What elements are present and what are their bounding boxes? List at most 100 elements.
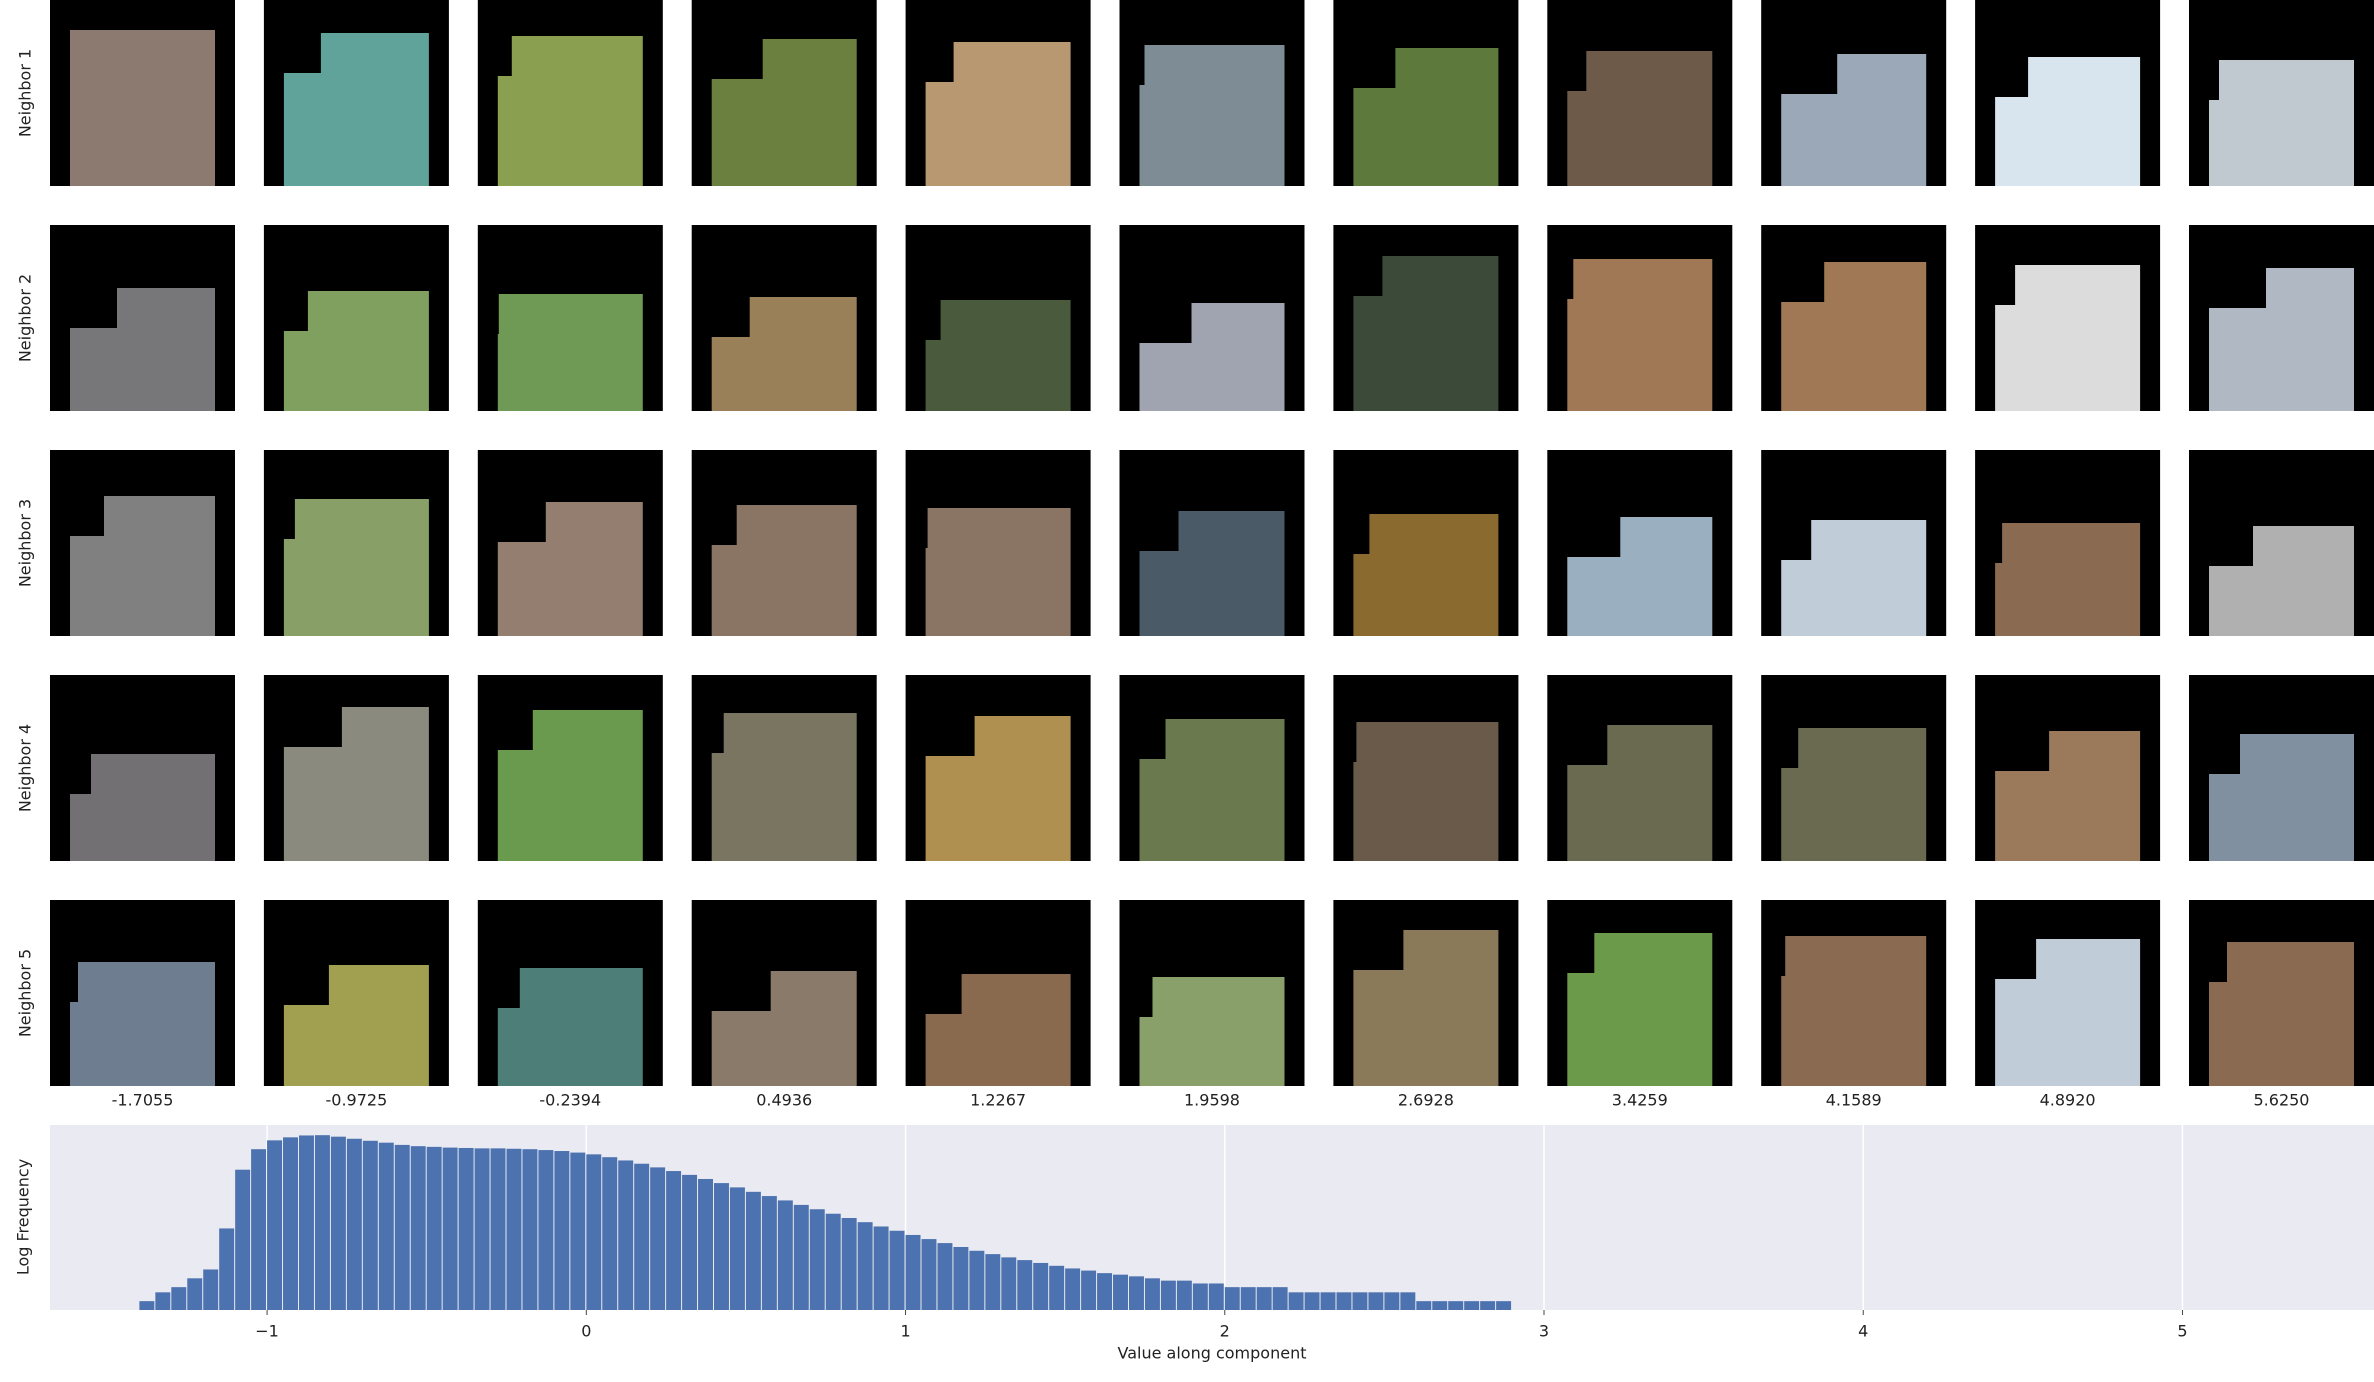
- column-label: 0.4936: [756, 1091, 812, 1110]
- histogram-bar: [1160, 1280, 1176, 1310]
- x-tick-label: −1: [255, 1322, 279, 1341]
- patch-content: [70, 496, 215, 636]
- image-patch: [50, 0, 235, 186]
- image-patch: [1333, 225, 1519, 411]
- histogram-bar: [314, 1135, 330, 1310]
- patch-content: [283, 707, 429, 861]
- image-patch: [905, 0, 1091, 186]
- patch-content: [2209, 60, 2354, 186]
- histogram-bar: [1336, 1292, 1352, 1310]
- image-patch: [1547, 225, 1733, 411]
- image-patch: [905, 450, 1091, 636]
- patch-content: [1139, 511, 1285, 636]
- image-patch: [50, 675, 235, 861]
- image-patch: [263, 0, 449, 186]
- histogram-bar: [299, 1135, 314, 1310]
- column-label: -1.7055: [112, 1091, 174, 1110]
- patch-content: [1567, 259, 1713, 411]
- image-patch: [1119, 225, 1305, 411]
- histogram-bar: [1144, 1278, 1160, 1310]
- image-patch: [1333, 900, 1519, 1086]
- patch-content: [1781, 54, 1927, 186]
- column-label: 1.2267: [970, 1091, 1026, 1110]
- patch-content: [1995, 265, 2141, 411]
- image-patch: [2189, 225, 2374, 411]
- image-patch: [1547, 0, 1733, 186]
- patch-content: [1139, 719, 1285, 861]
- histogram-bar: [1368, 1292, 1384, 1310]
- image-patch: [2189, 450, 2374, 636]
- histogram-bar: [155, 1292, 171, 1310]
- patch-content: [497, 968, 643, 1086]
- patch-content: [2209, 942, 2354, 1086]
- histogram-bar: [682, 1174, 698, 1310]
- histogram-bar: [1256, 1287, 1272, 1310]
- patch-content: [1567, 933, 1713, 1086]
- histogram-bar: [522, 1149, 538, 1310]
- patch-content: [1353, 48, 1499, 186]
- image-patch: [1761, 225, 1947, 411]
- histogram-bar: [1416, 1301, 1432, 1310]
- histogram-bar: [426, 1146, 442, 1310]
- y-axis-label: Log Frequency: [14, 1159, 33, 1275]
- histogram-bar: [506, 1148, 522, 1310]
- patch-content: [925, 42, 1071, 186]
- histogram-bar: [490, 1148, 506, 1310]
- patch-content: [2209, 268, 2354, 411]
- histogram-bar: [330, 1136, 346, 1310]
- histogram-bar: [1480, 1301, 1496, 1310]
- column-label: -0.9725: [326, 1091, 388, 1110]
- patch-content: [1781, 936, 1927, 1086]
- histogram-bar: [1464, 1301, 1480, 1310]
- histogram-bar: [1320, 1292, 1336, 1310]
- image-patch: [2189, 900, 2374, 1086]
- histogram-bar: [1192, 1283, 1208, 1310]
- image-patch: [1119, 0, 1305, 186]
- image-patch: [2189, 0, 2374, 186]
- x-tick-label: 1: [900, 1322, 910, 1341]
- image-patch: [1547, 900, 1733, 1086]
- image-patch: [477, 675, 663, 861]
- patch-content: [1353, 514, 1499, 636]
- patch-content: [1353, 930, 1499, 1086]
- image-patch: [477, 225, 663, 411]
- column-label: 4.1589: [1826, 1091, 1882, 1110]
- histogram-bar: [586, 1154, 602, 1310]
- histogram-bar: [1129, 1276, 1144, 1310]
- image-patch: [2189, 675, 2374, 861]
- column-label: 4.8920: [2040, 1091, 2096, 1110]
- histogram-bar: [777, 1200, 793, 1310]
- histogram-bar: [235, 1169, 251, 1310]
- patch-content: [1139, 303, 1285, 411]
- histogram-bar: [1113, 1274, 1128, 1310]
- histogram-bar: [873, 1226, 889, 1310]
- image-patch: [691, 225, 877, 411]
- patch-content: [70, 962, 215, 1086]
- image-patch: [1975, 675, 2161, 861]
- patch-content: [283, 965, 429, 1086]
- histogram-bar: [666, 1171, 682, 1310]
- image-patch: [1119, 675, 1305, 861]
- histogram-bar: [394, 1144, 410, 1310]
- histogram-bar: [825, 1213, 841, 1310]
- patch-content: [925, 974, 1071, 1086]
- image-patch: [1333, 0, 1519, 186]
- patch-content: [283, 499, 429, 636]
- x-tick-label: 5: [2177, 1322, 2187, 1341]
- row-label: Neighbor 2: [16, 274, 35, 362]
- patch-content: [1567, 725, 1713, 861]
- x-tick-label: 0: [581, 1322, 591, 1341]
- histogram-bar: [937, 1243, 953, 1310]
- histogram-bar: [1448, 1301, 1464, 1310]
- histogram-bar: [1384, 1292, 1400, 1310]
- histogram-bar: [618, 1160, 634, 1310]
- image-patch: [905, 675, 1091, 861]
- histogram-bar: [1432, 1301, 1448, 1310]
- x-axis-label: Value along component: [1118, 1344, 1307, 1363]
- image-patch: [477, 450, 663, 636]
- histogram-bar: [745, 1191, 761, 1310]
- histogram-bar: [602, 1157, 618, 1310]
- histogram-bar: [378, 1142, 394, 1310]
